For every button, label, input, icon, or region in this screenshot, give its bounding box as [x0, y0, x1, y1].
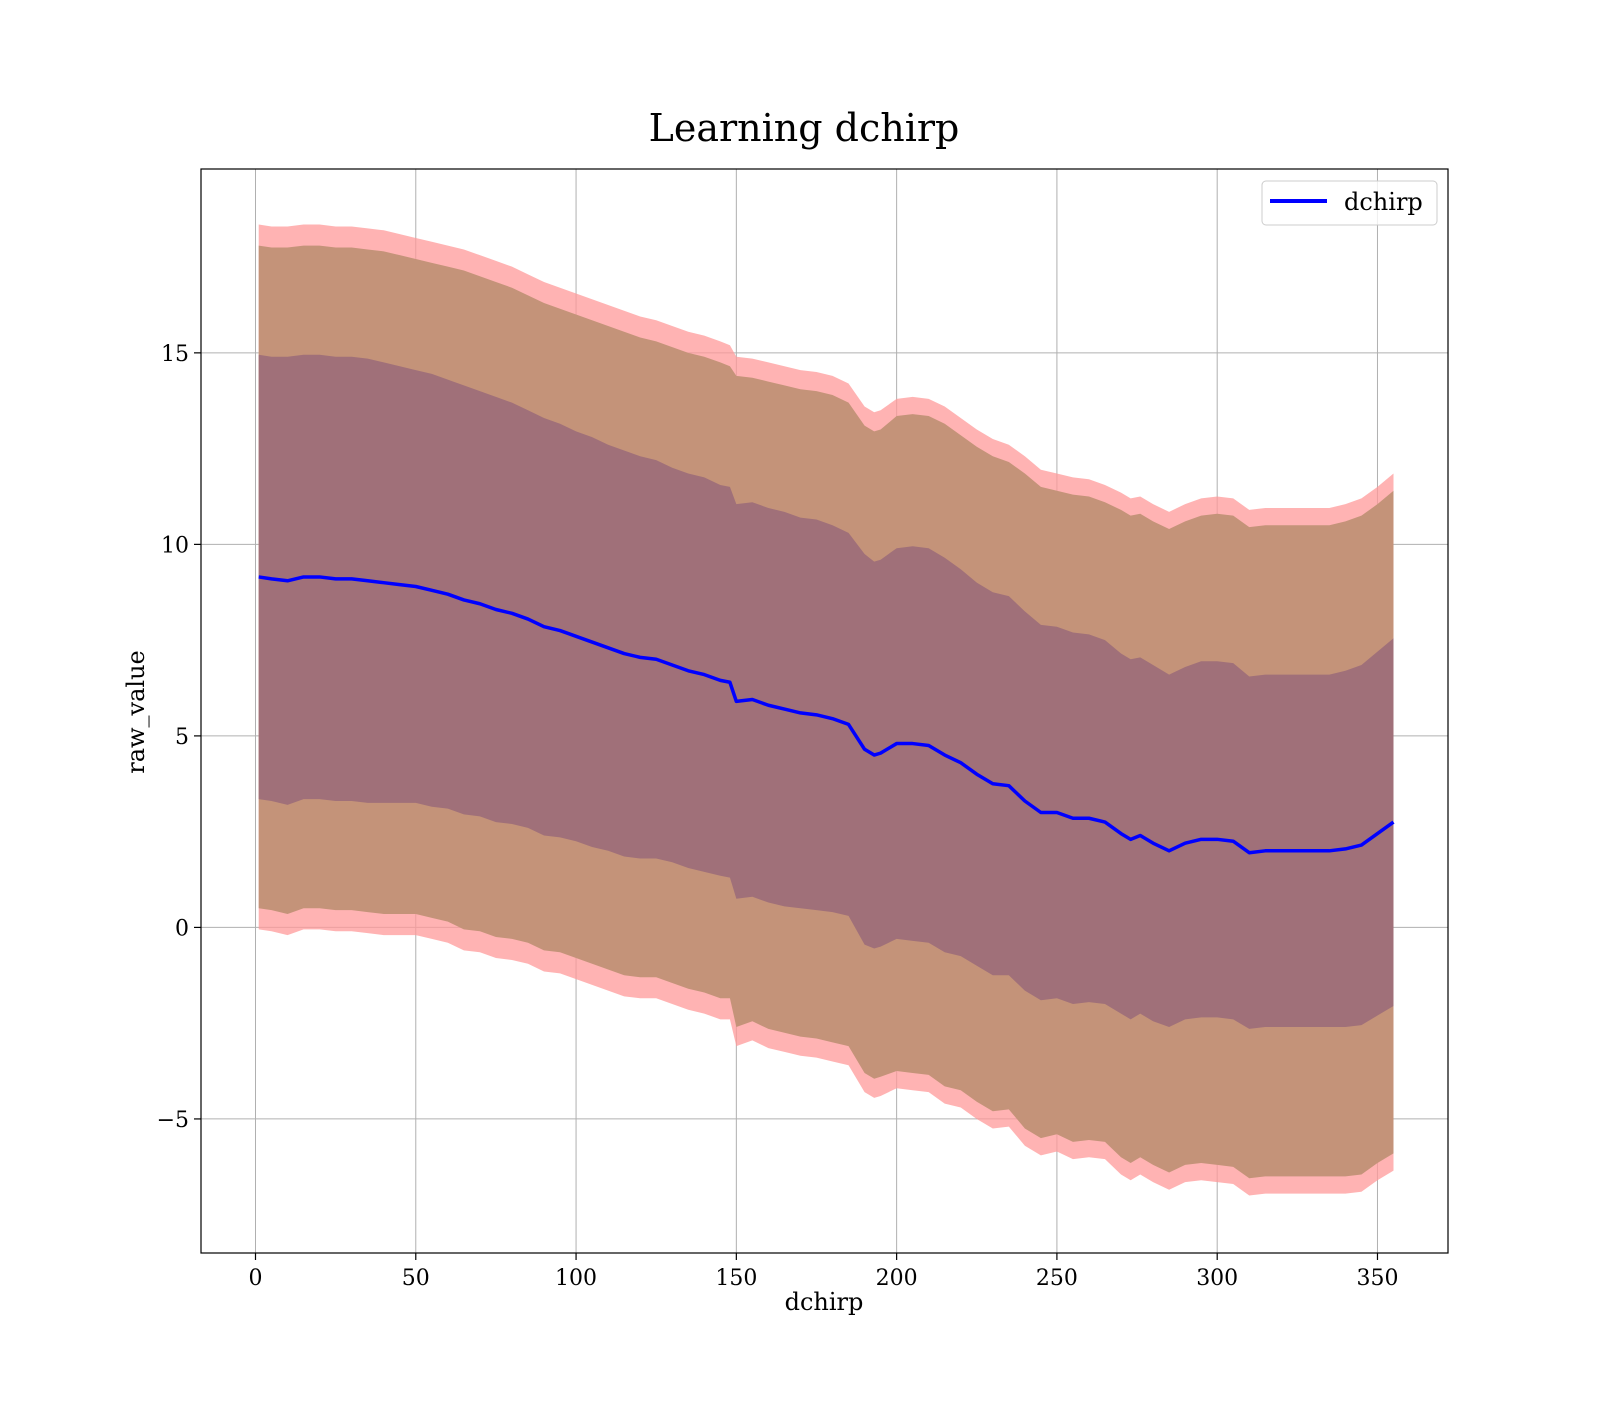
x-tick-label: 0: [248, 1266, 262, 1291]
x-tick-label: 300: [1196, 1266, 1238, 1291]
y-tick-label: 15: [161, 342, 189, 367]
chart-title: Learning dchirp: [649, 106, 960, 150]
y-tick-label: −5: [157, 1108, 189, 1133]
x-tick-label: 200: [876, 1266, 918, 1291]
legend-box: [1261, 180, 1438, 226]
legend: dchirp: [1261, 180, 1438, 226]
x-tick-label: 100: [555, 1266, 597, 1291]
y-axis-ticks: −5 0 5 10 15: [157, 342, 201, 1133]
inner-band: [258, 354, 1394, 1029]
y-axis-label: raw_value: [122, 650, 150, 774]
y-tick-label: 0: [175, 916, 189, 941]
x-axis-ticks: 0 50 100 150 200 250 300 350: [248, 1253, 1398, 1291]
x-tick-label: 350: [1356, 1266, 1398, 1291]
series-line-dchirp: [258, 575, 1395, 855]
confidence-bands: [258, 224, 1394, 1196]
series-lines: [258, 575, 1395, 855]
x-tick-label: 250: [1036, 1266, 1078, 1291]
x-tick-label: 150: [715, 1266, 757, 1291]
x-tick-label: 50: [402, 1266, 430, 1291]
y-tick-label: 10: [161, 533, 189, 558]
y-tick-label: 5: [175, 725, 189, 750]
legend-label-dchirp: dchirp: [1344, 188, 1423, 216]
plot-frame: [200, 168, 1449, 1254]
x-axis-label: dchirp: [785, 1288, 864, 1316]
